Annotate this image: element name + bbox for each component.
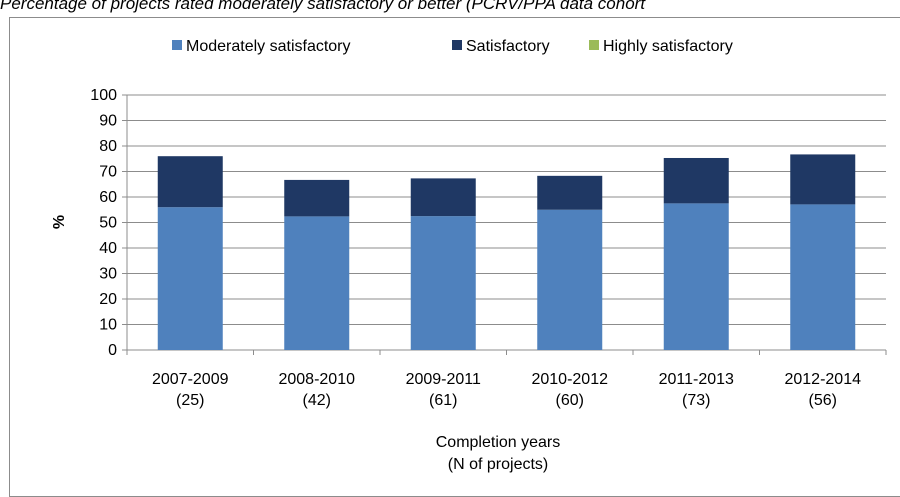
- x-axis-title: (N of projects): [448, 456, 548, 473]
- y-axis-title: %: [51, 215, 68, 229]
- x-tick-label: 2011-2013: [659, 371, 734, 388]
- x-tick-label: 2012-2014: [784, 371, 861, 388]
- legend-label-moderately-satisfactory: Moderately satisfactory: [186, 38, 351, 55]
- bar-satisfactory: [537, 175, 603, 210]
- legend-label-satisfactory: Satisfactory: [466, 38, 550, 55]
- bar-moderately-satisfactory: [663, 203, 729, 350]
- y-tick-label: 90: [99, 113, 117, 130]
- y-tick-label: 20: [99, 291, 117, 308]
- y-tick-label: 30: [99, 266, 117, 283]
- bar-satisfactory: [284, 179, 350, 217]
- legend-swatch-satisfactory: [452, 40, 462, 50]
- chart-title: Percentage of projects rated moderately …: [0, 0, 646, 13]
- x-tick-label: (60): [556, 392, 584, 409]
- y-tick-label: 50: [99, 215, 117, 232]
- x-axis-title: Completion years: [436, 434, 561, 451]
- x-tick-label: (56): [809, 392, 837, 409]
- bar-satisfactory: [663, 157, 729, 204]
- bar-satisfactory: [157, 156, 223, 208]
- y-tick-label: 60: [99, 189, 117, 206]
- legend-swatch-moderately-satisfactory: [172, 40, 182, 50]
- y-tick-label: 0: [108, 342, 117, 359]
- bar-moderately-satisfactory: [157, 207, 223, 350]
- x-tick-label: 2007-2009: [152, 371, 229, 388]
- x-tick-label: (25): [176, 392, 204, 409]
- x-tick-label: 2010-2012: [531, 371, 608, 388]
- y-tick-label: 70: [99, 164, 117, 181]
- legend-label-highly-satisfactory: Highly satisfactory: [603, 38, 733, 55]
- bar-moderately-satisfactory: [410, 216, 476, 350]
- bar-satisfactory: [410, 178, 476, 217]
- stacked-bar-chart: 0 10 20 30 40 50 60 70 80 90 100 2007-2009 (25) 2008-…: [51, 38, 887, 473]
- y-tick-label: 10: [99, 317, 117, 334]
- x-tick-label: (42): [303, 392, 331, 409]
- bar-satisfactory: [790, 154, 856, 205]
- y-tick-label: 80: [99, 138, 117, 155]
- bar-moderately-satisfactory: [537, 209, 603, 350]
- y-tick-label: 40: [99, 240, 117, 257]
- x-tick-label: (61): [429, 392, 457, 409]
- legend-swatch-highly-satisfactory: [589, 40, 599, 50]
- x-tick-label: 2008-2010: [278, 371, 355, 388]
- x-tick-label: (73): [682, 392, 710, 409]
- bar-moderately-satisfactory: [284, 216, 350, 350]
- y-tick-label: 100: [90, 87, 117, 104]
- bar-moderately-satisfactory: [790, 204, 856, 350]
- x-tick-label: 2009-2011: [406, 371, 481, 388]
